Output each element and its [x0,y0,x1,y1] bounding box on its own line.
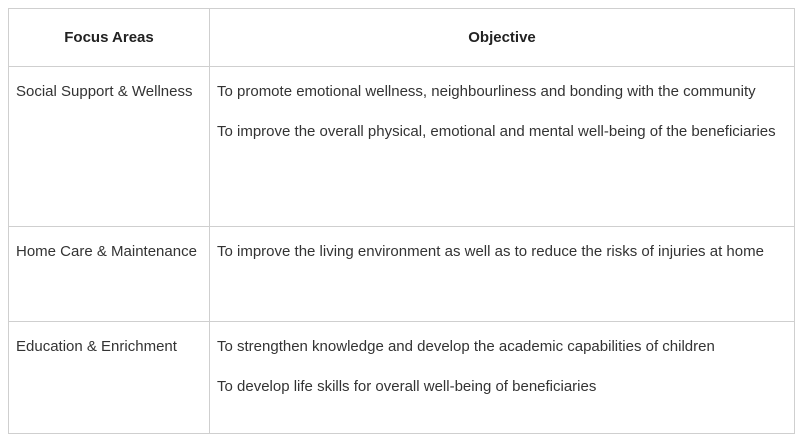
header-objective: Objective [209,8,795,67]
table-row: Home Care & Maintenance To improve the l… [8,226,795,322]
focus-area-cell: Home Care & Maintenance [8,226,210,322]
header-focus-areas: Focus Areas [8,8,210,67]
objective-cell: To improve the living environment as wel… [209,226,795,322]
table-row: Social Support & Wellness To promote emo… [8,66,795,227]
objective-text: To strengthen knowledge and develop the … [217,338,715,355]
focus-areas-table: Focus Areas Objective Social Support & W… [8,8,795,434]
focus-area-cell: Education & Enrichment [8,321,210,434]
table-header-row: Focus Areas Objective [8,8,795,67]
objective-text: To develop life skills for overall well-… [217,378,597,395]
objective-text: To improve the overall physical, emotion… [217,123,776,140]
objective-cell: To strengthen knowledge and develop the … [209,321,795,434]
objective-text: To promote emotional wellness, neighbour… [217,83,756,100]
focus-area-cell: Social Support & Wellness [8,66,210,227]
table-row: Education & Enrichment To strengthen kno… [8,321,795,434]
objective-cell: To promote emotional wellness, neighbour… [209,66,795,227]
objective-text: To improve the living environment as wel… [217,243,764,260]
